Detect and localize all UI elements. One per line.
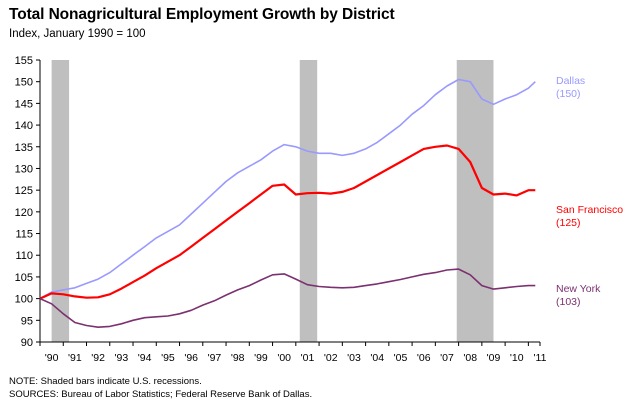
y-tick-label: 110: [15, 250, 33, 262]
x-tick-label: '11: [534, 352, 547, 364]
x-tick-label: '09: [487, 352, 501, 364]
series-line-dallas: [39, 78, 536, 300]
y-tick-label: 135: [15, 142, 33, 154]
x-tick-label: '99: [254, 352, 268, 364]
recession-bar-2: [299, 60, 318, 342]
x-tick-label: '91: [68, 352, 82, 364]
series-label: Dallas: [556, 75, 585, 87]
y-tick-label: 150: [15, 77, 33, 89]
x-tick-label: '04: [370, 352, 384, 364]
y-tick-label: 155: [15, 55, 33, 67]
series-line-san-francisco: [39, 144, 536, 300]
y-tick-label: 120: [15, 207, 33, 219]
x-tick-label: '00: [277, 352, 291, 364]
x-tick-label: '06: [417, 352, 431, 364]
series-label: New York: [556, 283, 601, 295]
y-tick-label: 95: [21, 315, 33, 327]
x-tick-label: '02: [324, 352, 338, 364]
series-end-value: (150): [556, 88, 581, 100]
x-tick-label: '94: [138, 352, 152, 364]
sources-note: SOURCES: Bureau of Labor Statistics; Fed…: [9, 389, 313, 400]
x-tick-label: '97: [208, 352, 222, 364]
x-tick-label: '05: [394, 352, 408, 364]
x-tick-label: '03: [347, 352, 361, 364]
y-tick-label: 125: [15, 185, 33, 197]
x-tick-label: '96: [184, 352, 198, 364]
y-tick-label: 145: [15, 98, 33, 110]
recession-bar-1: [51, 60, 70, 342]
x-tick-label: '95: [161, 352, 175, 364]
x-tick-label: '10: [510, 352, 524, 364]
y-tick-label: 140: [15, 120, 33, 132]
y-tick-label: 105: [15, 272, 33, 284]
chart-title: Total Nonagricultural Employment Growth …: [9, 6, 395, 23]
x-tick-label: '07: [440, 352, 454, 364]
series-end-value: (125): [556, 217, 581, 229]
x-tick-label: '92: [91, 352, 105, 364]
series-line-new-york: [39, 268, 536, 329]
recession-bar-3: [456, 60, 494, 342]
x-tick-label: '93: [115, 352, 129, 364]
y-tick-label: 115: [15, 229, 33, 241]
y-tick-label: 100: [15, 294, 33, 306]
x-tick-label: '01: [301, 352, 315, 364]
y-axis-label: Index, January 1990 = 100: [9, 28, 146, 40]
series-label: San Francisco: [556, 204, 623, 216]
y-tick-label: 90: [21, 337, 33, 349]
x-tick-label: '08: [463, 352, 477, 364]
x-tick-label: '90: [45, 352, 59, 364]
y-tick-label: 130: [15, 163, 33, 175]
series-end-value: (103): [556, 296, 581, 308]
recession-note: NOTE: Shaded bars indicate U.S. recessio…: [9, 376, 202, 387]
x-tick-label: '98: [231, 352, 245, 364]
